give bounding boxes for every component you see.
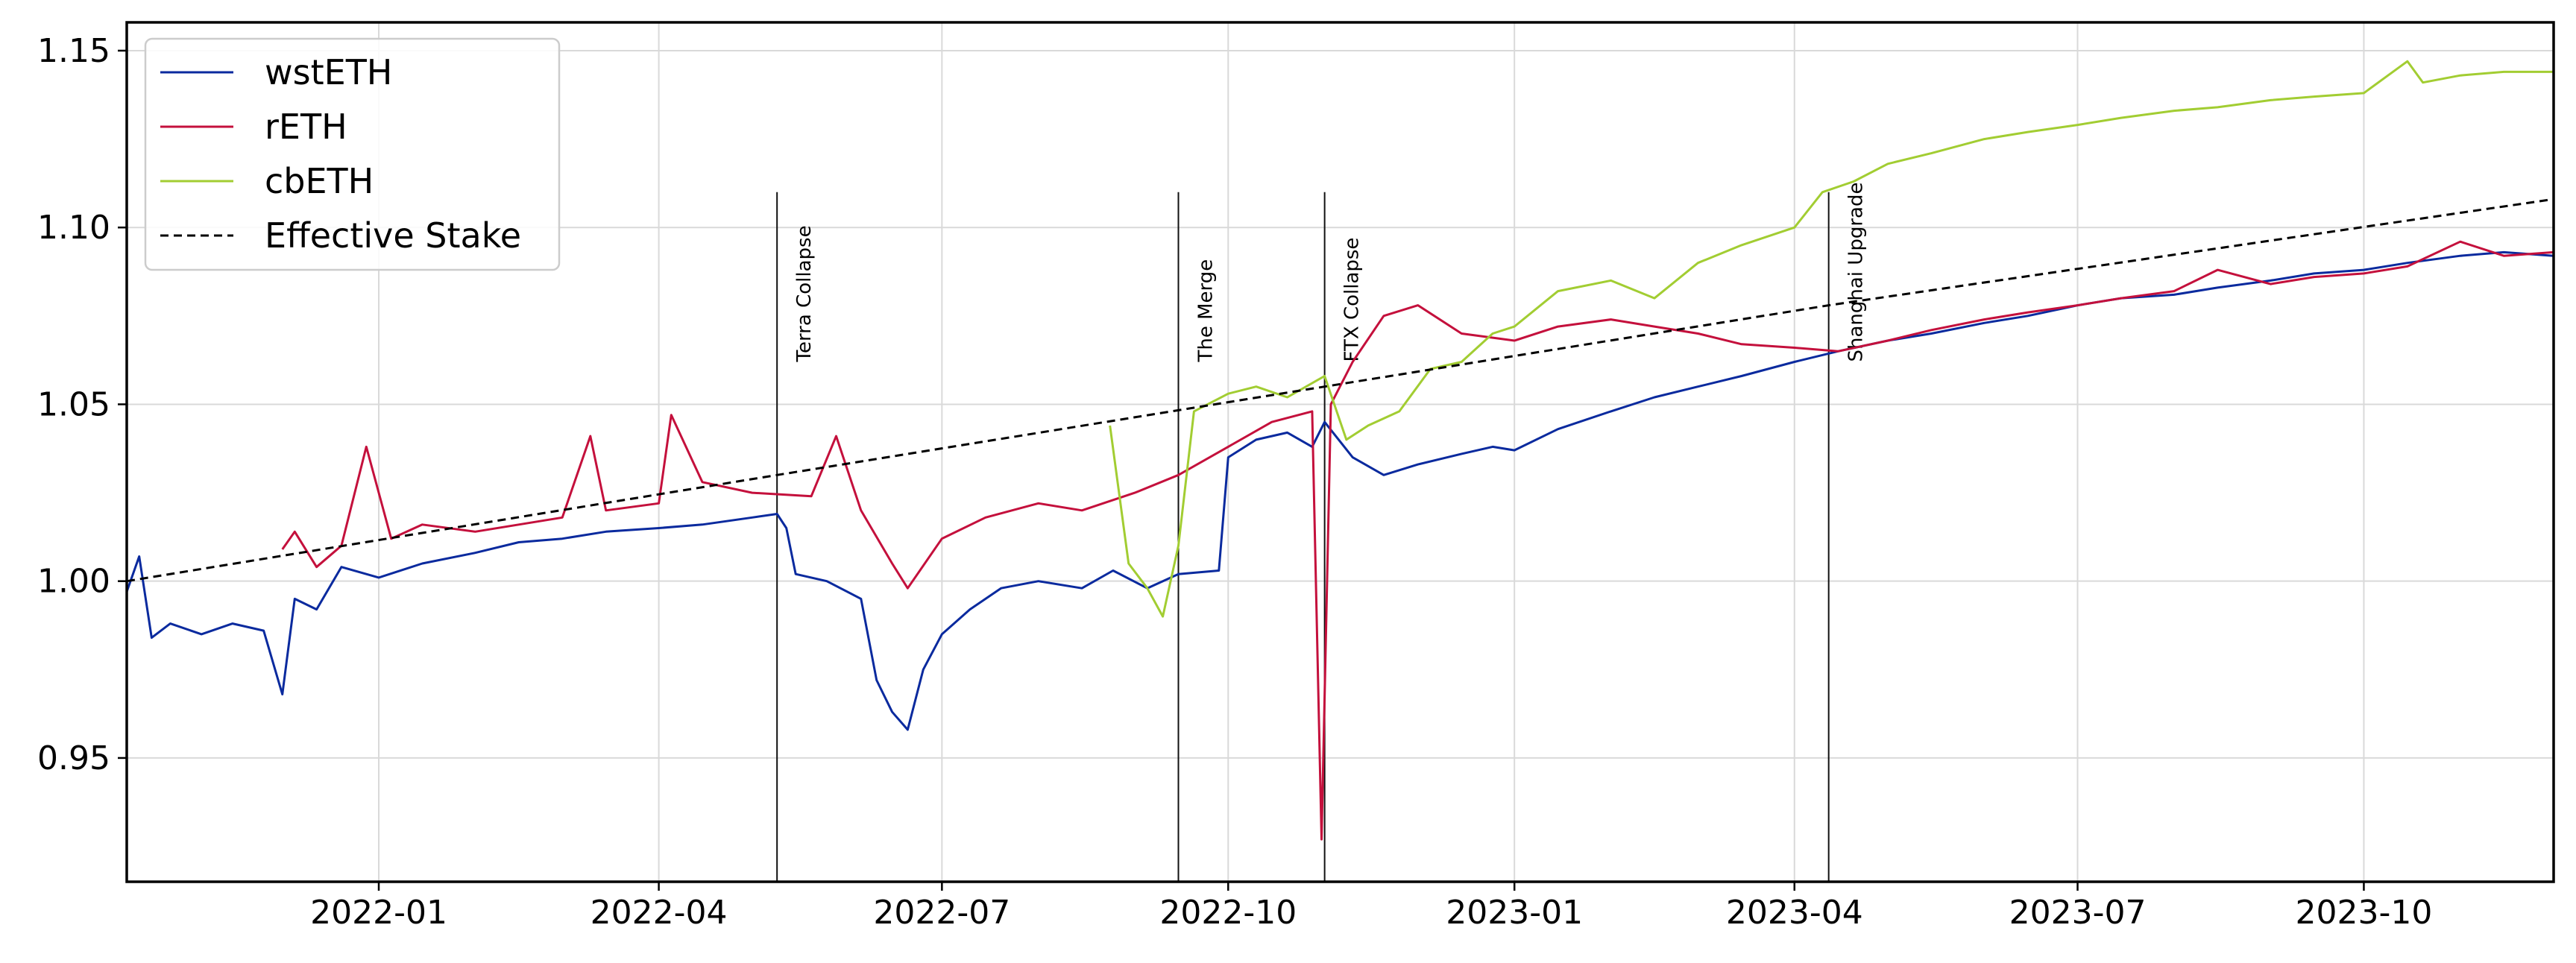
axis-ticks: 2022-01 2022-04 2022-07 2022-10 2023-01 2023-… bbox=[37, 32, 2432, 932]
y-tick-label-0-95: 0.95 bbox=[37, 739, 110, 777]
series-line-wsteth bbox=[125, 250, 2554, 731]
series-line-reth bbox=[281, 240, 2554, 841]
legend-label-reth: rETH bbox=[265, 107, 347, 147]
legend-box bbox=[144, 37, 561, 271]
x-tick-label-2023-04: 2023-04 bbox=[1726, 894, 1863, 932]
plot-frame bbox=[125, 21, 2555, 883]
annotation-label-the-merge: The Merge bbox=[1195, 259, 1218, 363]
annotation-label-ftx-collapse: FTX Collapse bbox=[1341, 238, 1364, 362]
legend-label-effective-stake: Effective Stake bbox=[265, 215, 521, 256]
annotation-label-shanghai-upgrade: Shanghai Upgrade bbox=[1845, 183, 1868, 362]
x-tick-label-2022-07: 2022-07 bbox=[873, 894, 1010, 932]
x-tick-label-2023-01: 2023-01 bbox=[1446, 894, 1583, 932]
x-tick-label-2022-01: 2022-01 bbox=[310, 894, 447, 932]
legend-label-wsteth: wstETH bbox=[265, 52, 392, 92]
series-lines bbox=[125, 60, 2554, 841]
y-tick-label-1-00: 1.00 bbox=[37, 563, 110, 601]
annotation-label-terra-collapse: Terra Collapse bbox=[793, 225, 816, 362]
y-tick-label-1-10: 1.10 bbox=[37, 209, 110, 247]
legend: wstETH rETH cbETH Effective Stake bbox=[144, 37, 561, 271]
y-tick-label-1-15: 1.15 bbox=[37, 32, 110, 70]
x-tick-label-2023-07: 2023-07 bbox=[2009, 894, 2147, 932]
series-line-effective-stake bbox=[126, 198, 2554, 583]
legend-label-cbeth: cbETH bbox=[265, 161, 374, 201]
x-tick-label-2022-04: 2022-04 bbox=[591, 894, 728, 932]
series-line-cbeth bbox=[1109, 60, 2554, 618]
y-tick-label-1-05: 1.05 bbox=[37, 385, 110, 423]
x-tick-label-2023-10: 2023-10 bbox=[2296, 894, 2433, 932]
x-tick-label-2022-10: 2022-10 bbox=[1159, 894, 1297, 932]
